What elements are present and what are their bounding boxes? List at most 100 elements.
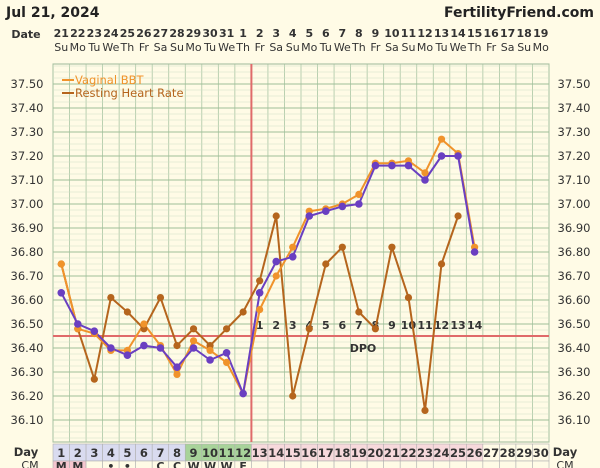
- hr-point: [338, 243, 346, 251]
- cycle-day-label: 1: [57, 446, 65, 460]
- cycle-day-label: 14: [268, 446, 284, 460]
- bbt-point: [255, 289, 264, 297]
- hr-point: [107, 294, 115, 302]
- hr-point: [454, 212, 462, 220]
- weekday-label: Fr: [486, 41, 497, 54]
- y-tick-label-right: 36.40: [558, 341, 591, 355]
- y-tick-label-left: 37.30: [11, 125, 44, 139]
- bbt-point: [437, 152, 446, 160]
- weekday-label: Su: [170, 41, 184, 54]
- weekday-label: Th: [467, 41, 482, 54]
- dpo-number: 1: [256, 319, 264, 332]
- weekday-label: Su: [286, 41, 300, 54]
- weekday-label: Tu: [319, 41, 332, 54]
- dpo-number: 13: [450, 319, 465, 332]
- cycle-day-label: 15: [285, 446, 301, 460]
- cm-cell: [466, 460, 484, 468]
- cycle-day-label: 25: [450, 446, 466, 460]
- y-tick-label-right: 36.10: [558, 413, 591, 427]
- date-tick-label: 17: [500, 27, 515, 40]
- hr-point: [371, 325, 379, 333]
- hr-point: [421, 406, 429, 414]
- y-tick-label-right: 37.50: [558, 77, 591, 91]
- date-tick-label: 31: [219, 27, 234, 40]
- legend: Vaginal BBT Resting Heart Rate: [62, 73, 184, 100]
- date-tick-label: 22: [70, 27, 85, 40]
- bbt-point: [470, 248, 479, 256]
- weekday-label: Fr: [255, 41, 266, 54]
- cm-cell: [317, 460, 335, 468]
- dpo-number: 5: [322, 319, 330, 332]
- bbt-point: [338, 202, 347, 211]
- header-site: FertilityFriend.com: [444, 5, 594, 21]
- bbt-point: [57, 289, 66, 297]
- weekday-label: Sa: [154, 41, 168, 54]
- bbt-point: [140, 341, 148, 350]
- legend-label-hr: Resting Heart Rate: [75, 86, 184, 100]
- weekday-label: We: [218, 41, 235, 54]
- cycle-day-label: 10: [202, 446, 218, 460]
- bbt-point-orange: [57, 260, 65, 268]
- y-tick-label-right: 36.50: [558, 317, 591, 331]
- cycle-day-label: 11: [219, 446, 235, 460]
- cycle-day-label: 27: [483, 446, 499, 460]
- bbt-point: [371, 161, 380, 170]
- cm-value: W: [221, 460, 233, 468]
- weekday-label: Su: [401, 41, 415, 54]
- y-tick-label-left: 36.90: [11, 221, 44, 235]
- cycle-day-label: 19: [351, 446, 367, 460]
- series-markers: [57, 135, 479, 414]
- weekday-label: Tu: [435, 41, 448, 54]
- cycle-day-label: 16: [301, 446, 317, 460]
- cm-cell: [85, 460, 103, 468]
- bbt-point-orange: [173, 370, 181, 378]
- weekday-label: Th: [120, 41, 135, 54]
- y-tick-label-left: 36.80: [11, 245, 44, 259]
- bbt-point: [454, 152, 462, 160]
- bbt-point-orange: [189, 337, 198, 345]
- hr-point: [90, 375, 98, 383]
- cycle-day-label: 4: [107, 446, 115, 460]
- cm-cell: [499, 460, 517, 468]
- bbt-point: [355, 200, 363, 208]
- bbt-point: [107, 344, 115, 352]
- bbt-point: [421, 176, 429, 184]
- cycle-day-label: 7: [156, 446, 164, 460]
- dpo-label: DPO: [350, 342, 377, 355]
- bbt-point-orange: [272, 272, 280, 280]
- cycle-day-label: 20: [367, 446, 383, 460]
- cycle-day-label: 17: [318, 446, 334, 460]
- cm-value: M: [56, 460, 67, 468]
- cycle-day-label: 8: [173, 446, 181, 460]
- hr-point: [388, 243, 396, 251]
- day-row-label-right: Day: [553, 445, 578, 459]
- cm-cell: [515, 460, 533, 468]
- weekday-label: We: [334, 41, 351, 54]
- y-tick-label-left: 36.70: [11, 269, 44, 283]
- cycle-day-label: 18: [334, 446, 350, 460]
- date-tick-label: 28: [169, 27, 184, 40]
- bbt-point: [272, 257, 281, 266]
- cm-cell: [333, 460, 351, 468]
- date-tick-label: 4: [289, 27, 297, 40]
- date-tick-label: 26: [136, 27, 152, 40]
- bbt-point: [288, 252, 297, 261]
- y-tick-label-right: 36.90: [558, 221, 591, 235]
- date-tick-label: 9: [372, 27, 380, 40]
- date-tick-label: 24: [103, 27, 119, 40]
- bbt-point-orange: [355, 190, 363, 198]
- legend-label-bbt: Vaginal BBT: [75, 73, 144, 87]
- y-tick-label-right: 37.30: [558, 125, 591, 139]
- cycle-day-label: 6: [140, 446, 148, 460]
- date-tick-label: 30: [202, 27, 218, 40]
- hr-point: [404, 294, 413, 302]
- weekday-label: Mo: [533, 41, 549, 54]
- date-tick-label: 19: [533, 27, 548, 40]
- cycle-day-label: 5: [123, 446, 131, 460]
- dpo-number: 11: [417, 319, 432, 332]
- y-tick-label-right: 37.20: [558, 149, 591, 163]
- cm-value: W: [204, 460, 216, 468]
- date-tick-label: 3: [272, 27, 280, 40]
- date-tick-label: 29: [186, 27, 201, 40]
